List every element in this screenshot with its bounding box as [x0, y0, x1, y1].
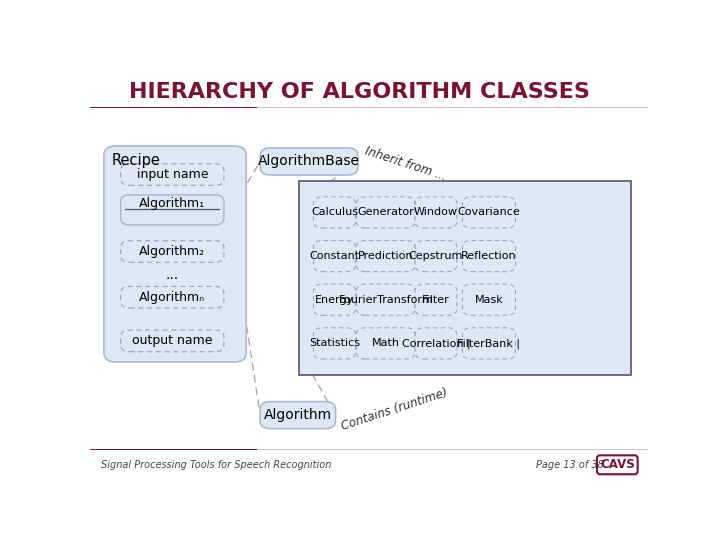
Bar — [90, 449, 258, 450]
Text: Signal Processing Tools for Speech Recognition: Signal Processing Tools for Speech Recog… — [101, 460, 331, 470]
Text: HIERARCHY OF ALGORITHM CLASSES: HIERARCHY OF ALGORITHM CLASSES — [129, 82, 590, 102]
Text: Generator: Generator — [357, 207, 414, 218]
Bar — [300, 181, 631, 375]
Text: Algorithm₁: Algorithm₁ — [139, 197, 205, 210]
Bar — [258, 449, 648, 450]
FancyBboxPatch shape — [260, 148, 358, 175]
Text: Covariance: Covariance — [458, 207, 521, 218]
Text: Cepstrum: Cepstrum — [409, 251, 463, 261]
Bar — [258, 107, 648, 109]
FancyBboxPatch shape — [313, 284, 356, 315]
Text: Algorithm₂: Algorithm₂ — [139, 245, 205, 258]
Text: ...: ... — [166, 268, 179, 282]
FancyBboxPatch shape — [356, 328, 415, 359]
Text: Inherit from ...: Inherit from ... — [363, 144, 448, 183]
Text: Page 13 of 38: Page 13 of 38 — [536, 460, 604, 470]
FancyBboxPatch shape — [121, 241, 224, 262]
Text: Algorithm: Algorithm — [264, 408, 332, 422]
FancyBboxPatch shape — [415, 240, 457, 272]
FancyBboxPatch shape — [313, 240, 356, 272]
Text: Statistics: Statistics — [309, 339, 360, 348]
Text: Calculus: Calculus — [311, 207, 358, 218]
FancyBboxPatch shape — [121, 330, 224, 352]
FancyBboxPatch shape — [462, 240, 516, 272]
FancyBboxPatch shape — [415, 328, 457, 359]
FancyBboxPatch shape — [462, 328, 516, 359]
FancyBboxPatch shape — [356, 284, 415, 315]
Text: FourierTransform: FourierTransform — [338, 295, 433, 305]
Text: Constant: Constant — [310, 251, 359, 261]
FancyBboxPatch shape — [313, 328, 356, 359]
FancyBboxPatch shape — [313, 197, 356, 228]
FancyBboxPatch shape — [356, 197, 415, 228]
Text: CAVS: CAVS — [600, 458, 635, 471]
FancyBboxPatch shape — [462, 197, 516, 228]
Text: Contains (runtime): Contains (runtime) — [339, 387, 449, 433]
FancyBboxPatch shape — [415, 197, 457, 228]
Text: Algorithmₙ: Algorithmₙ — [139, 291, 205, 303]
Text: input name: input name — [137, 168, 208, 181]
FancyBboxPatch shape — [462, 284, 516, 315]
Text: Window: Window — [414, 207, 458, 218]
Text: FilterBank |: FilterBank | — [457, 338, 521, 349]
FancyBboxPatch shape — [260, 402, 336, 429]
Text: output name: output name — [132, 334, 212, 347]
Text: Filter: Filter — [422, 295, 450, 305]
Text: Mask: Mask — [474, 295, 503, 305]
Text: Correlation |: Correlation | — [402, 338, 470, 349]
Text: Reflection: Reflection — [461, 251, 517, 261]
Text: Energy: Energy — [315, 295, 354, 305]
Text: AlgorithmBase: AlgorithmBase — [258, 154, 360, 168]
FancyBboxPatch shape — [356, 240, 415, 272]
FancyBboxPatch shape — [415, 284, 457, 315]
FancyBboxPatch shape — [104, 146, 246, 362]
Bar — [90, 107, 258, 109]
FancyBboxPatch shape — [121, 195, 224, 225]
Text: Prediction: Prediction — [358, 251, 413, 261]
FancyBboxPatch shape — [121, 164, 224, 185]
Text: Recipe: Recipe — [111, 153, 160, 168]
FancyBboxPatch shape — [121, 286, 224, 308]
Text: Math: Math — [372, 339, 400, 348]
